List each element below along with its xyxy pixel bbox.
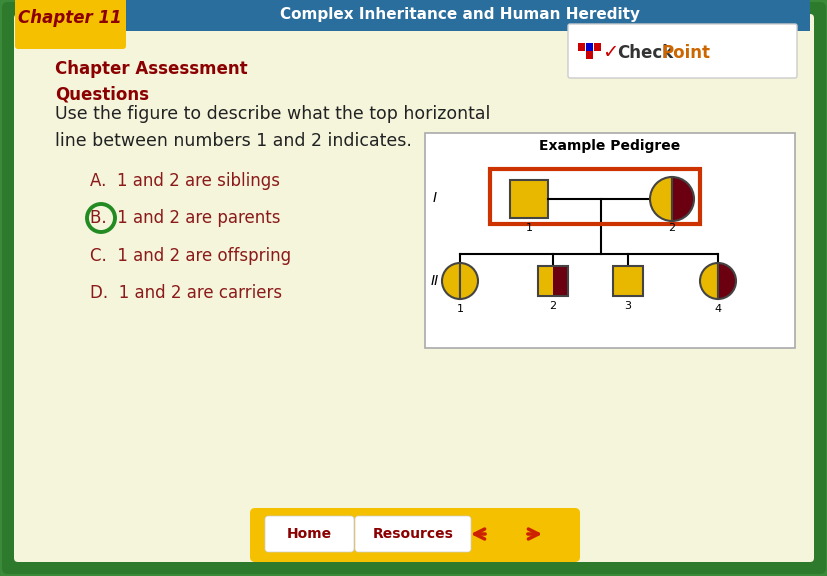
Bar (577, 51, 585, 59)
FancyBboxPatch shape (250, 508, 579, 562)
Text: 3: 3 (624, 301, 631, 311)
Bar (586, 51, 592, 59)
FancyBboxPatch shape (424, 133, 794, 348)
Text: Use the figure to describe what the top horizontal: Use the figure to describe what the top … (55, 105, 490, 123)
FancyBboxPatch shape (567, 24, 796, 78)
FancyBboxPatch shape (15, 0, 126, 49)
Bar (593, 43, 600, 51)
Bar (552, 266, 567, 296)
Text: Home: Home (286, 527, 331, 541)
FancyBboxPatch shape (14, 14, 813, 562)
Bar (577, 43, 585, 51)
Bar (538, 266, 567, 296)
Wedge shape (717, 263, 735, 299)
Text: I: I (433, 191, 437, 205)
Text: Point: Point (662, 44, 710, 62)
Bar (538, 266, 552, 296)
FancyBboxPatch shape (265, 516, 354, 552)
Bar (18, 0, 809, 31)
Wedge shape (442, 263, 460, 299)
Text: Resources: Resources (372, 527, 453, 541)
Wedge shape (699, 263, 717, 299)
Text: ✓: ✓ (601, 44, 618, 63)
Text: Check: Check (616, 44, 672, 62)
Text: Chapter Assessment
Questions: Chapter Assessment Questions (55, 60, 247, 103)
Wedge shape (460, 263, 477, 299)
Text: Complex Inheritance and Human Heredity: Complex Inheritance and Human Heredity (280, 6, 639, 21)
Wedge shape (672, 177, 693, 221)
Text: Example Pedigree: Example Pedigree (538, 139, 680, 153)
Text: 4: 4 (714, 304, 720, 314)
Bar (612, 266, 643, 296)
FancyBboxPatch shape (18, 0, 809, 31)
Text: A.  1 and 2 are siblings: A. 1 and 2 are siblings (90, 172, 280, 190)
Bar (586, 43, 592, 51)
Text: 1: 1 (525, 223, 532, 233)
Text: 1: 1 (456, 304, 463, 314)
Text: II: II (430, 274, 438, 288)
Wedge shape (649, 177, 672, 221)
Text: B.  1 and 2 are parents: B. 1 and 2 are parents (90, 209, 280, 227)
Text: line between numbers 1 and 2 indicates.: line between numbers 1 and 2 indicates. (55, 132, 411, 150)
FancyBboxPatch shape (355, 516, 471, 552)
Text: Chapter 11: Chapter 11 (18, 9, 122, 27)
Text: 2: 2 (549, 301, 556, 311)
Text: D.  1 and 2 are carriers: D. 1 and 2 are carriers (90, 284, 282, 302)
Text: 2: 2 (667, 223, 675, 233)
Text: C.  1 and 2 are offspring: C. 1 and 2 are offspring (90, 247, 291, 265)
Bar (509, 180, 547, 218)
